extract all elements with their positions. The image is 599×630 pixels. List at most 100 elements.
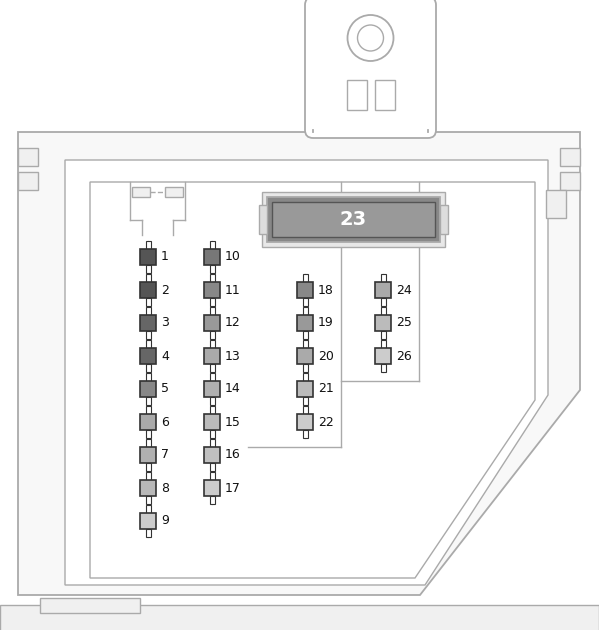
Bar xyxy=(303,298,308,306)
Bar xyxy=(210,331,215,339)
Bar xyxy=(297,348,313,364)
Bar xyxy=(375,282,391,298)
Text: 25: 25 xyxy=(396,316,412,329)
Bar xyxy=(303,430,308,438)
Text: 11: 11 xyxy=(225,284,241,297)
Bar xyxy=(303,307,308,315)
Text: 9: 9 xyxy=(161,515,169,527)
Bar xyxy=(132,187,150,197)
Bar xyxy=(272,202,435,237)
Bar xyxy=(146,439,151,447)
Text: 13: 13 xyxy=(225,350,241,362)
Text: 17: 17 xyxy=(225,481,241,495)
Bar xyxy=(146,307,151,315)
Text: 26: 26 xyxy=(396,350,412,362)
Bar xyxy=(146,364,151,372)
Bar xyxy=(303,340,308,348)
Bar xyxy=(140,447,156,463)
Polygon shape xyxy=(90,182,535,578)
Bar xyxy=(210,496,215,504)
Text: 22: 22 xyxy=(318,416,334,428)
Bar xyxy=(210,298,215,306)
Bar xyxy=(146,373,151,381)
Bar xyxy=(303,373,308,381)
Bar xyxy=(210,364,215,372)
Bar xyxy=(146,331,151,339)
Bar xyxy=(303,274,308,282)
Bar xyxy=(440,205,448,234)
Bar xyxy=(204,447,220,463)
Text: 15: 15 xyxy=(225,416,241,428)
Bar xyxy=(262,192,445,247)
Bar xyxy=(381,340,386,348)
Bar xyxy=(210,472,215,480)
Bar xyxy=(204,282,220,298)
Bar xyxy=(210,463,215,471)
Bar xyxy=(346,80,367,110)
Bar xyxy=(560,172,580,190)
Bar xyxy=(303,331,308,339)
Bar xyxy=(297,381,313,397)
Bar xyxy=(146,340,151,348)
Bar xyxy=(210,439,215,447)
Bar xyxy=(210,274,215,282)
Text: 10: 10 xyxy=(225,251,241,263)
Bar xyxy=(146,274,151,282)
Bar xyxy=(146,265,151,273)
Text: 8: 8 xyxy=(161,481,169,495)
Text: 24: 24 xyxy=(396,284,412,297)
Bar xyxy=(18,172,38,190)
FancyBboxPatch shape xyxy=(305,0,436,138)
Bar xyxy=(0,605,599,630)
Bar xyxy=(375,315,391,331)
Bar xyxy=(165,187,183,197)
Text: 3: 3 xyxy=(161,316,169,329)
Bar xyxy=(204,414,220,430)
Bar xyxy=(297,315,313,331)
Bar xyxy=(140,348,156,364)
Bar xyxy=(297,282,313,298)
Bar xyxy=(210,373,215,381)
Bar xyxy=(146,298,151,306)
Bar xyxy=(210,406,215,414)
Bar xyxy=(204,480,220,496)
Text: 7: 7 xyxy=(161,449,169,462)
Circle shape xyxy=(358,25,383,51)
Bar xyxy=(210,241,215,249)
Bar xyxy=(146,406,151,414)
Bar xyxy=(303,364,308,372)
Bar xyxy=(259,205,267,234)
Bar xyxy=(146,430,151,438)
Text: 12: 12 xyxy=(225,316,241,329)
Polygon shape xyxy=(18,132,580,595)
Bar xyxy=(381,331,386,339)
Text: 21: 21 xyxy=(318,382,334,396)
Text: 5: 5 xyxy=(161,382,169,396)
Text: 19: 19 xyxy=(318,316,334,329)
Text: 4: 4 xyxy=(161,350,169,362)
Bar xyxy=(546,190,566,218)
Bar xyxy=(381,274,386,282)
Text: 2: 2 xyxy=(161,284,169,297)
Bar xyxy=(146,472,151,480)
Bar xyxy=(146,496,151,504)
Bar xyxy=(140,480,156,496)
Bar xyxy=(146,397,151,405)
Bar xyxy=(560,148,580,166)
Polygon shape xyxy=(65,160,548,585)
Text: 23: 23 xyxy=(340,210,367,229)
Bar xyxy=(204,249,220,265)
Text: 6: 6 xyxy=(161,416,169,428)
Bar xyxy=(146,505,151,513)
Bar xyxy=(140,315,156,331)
Bar xyxy=(210,307,215,315)
Bar xyxy=(204,381,220,397)
Bar xyxy=(140,249,156,265)
Circle shape xyxy=(347,15,394,61)
Bar xyxy=(210,430,215,438)
Bar xyxy=(146,529,151,537)
Text: 18: 18 xyxy=(318,284,334,297)
Bar xyxy=(375,348,391,364)
Bar xyxy=(18,148,38,166)
Text: 14: 14 xyxy=(225,382,241,396)
